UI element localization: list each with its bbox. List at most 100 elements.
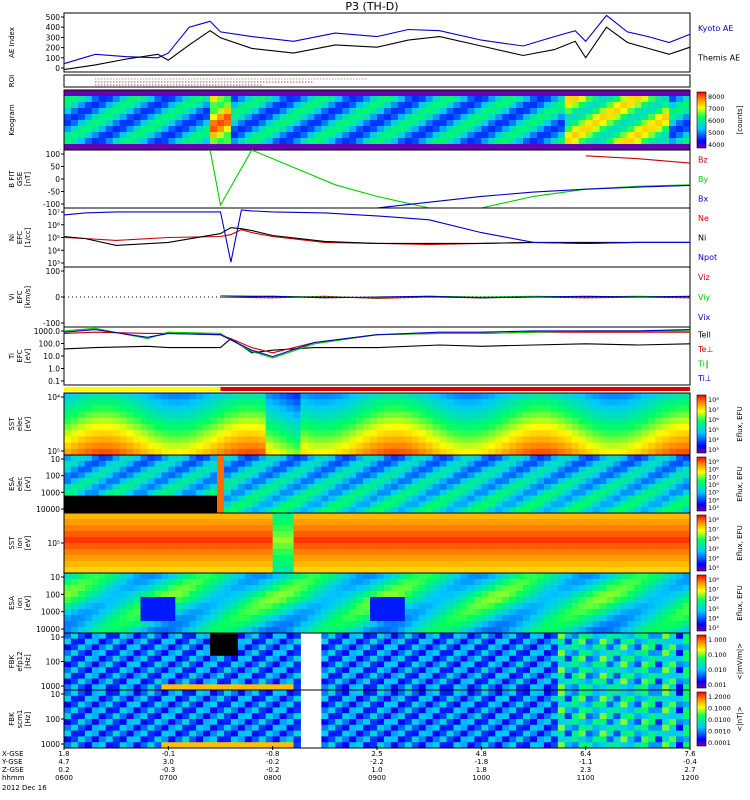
- heat-cell: [314, 417, 322, 425]
- heat-cell: [98, 399, 107, 406]
- heat-cell: [230, 411, 239, 419]
- heat-cell: [265, 672, 274, 679]
- heat-cell: [418, 102, 427, 109]
- heat-cell: [217, 513, 225, 520]
- heat-cell: [599, 507, 607, 514]
- heat-cell: [627, 399, 635, 406]
- heat-cell: [237, 609, 246, 616]
- heat-cell: [662, 393, 670, 400]
- heat-cell: [133, 549, 141, 556]
- heat-cell: [300, 436, 308, 443]
- heat-cell: [550, 609, 559, 616]
- heat-cell: [606, 573, 614, 580]
- heat-cell: [175, 638, 183, 645]
- heat-cell: [377, 126, 385, 133]
- heat-cell: [203, 393, 211, 400]
- heat-cell: [363, 472, 371, 479]
- heat-cell: [182, 405, 190, 412]
- heat-cell: [495, 513, 503, 520]
- heat-cell: [523, 144, 531, 151]
- heat-cell: [439, 393, 447, 400]
- heat-cell: [404, 561, 413, 568]
- heat-cell: [335, 484, 343, 491]
- heat-cell: [509, 507, 517, 514]
- heat-cell: [140, 615, 148, 622]
- heat-cell: [439, 495, 447, 502]
- heat-cell: [641, 442, 649, 450]
- heat-cell: [147, 495, 155, 502]
- heat-cell: [91, 436, 100, 443]
- heat-cell: [168, 661, 176, 668]
- heat-cell: [161, 661, 169, 668]
- heat-cell: [543, 442, 552, 450]
- heat-cell: [182, 417, 190, 425]
- heat-cell: [648, 603, 656, 610]
- heat-cell: [98, 501, 107, 508]
- heat-cell: [634, 108, 642, 115]
- heat-cell: [147, 573, 155, 580]
- heat-cell: [244, 549, 253, 556]
- heat-cell: [460, 501, 468, 508]
- panel-ylabel: GSE: [16, 172, 24, 186]
- heat-cell: [126, 484, 134, 491]
- heat-cell: [203, 650, 211, 657]
- heat-cell: [557, 555, 566, 562]
- heat-cell: [585, 132, 594, 139]
- heat-cell: [620, 144, 628, 151]
- heat-cell: [662, 525, 670, 532]
- heat-cell: [363, 478, 371, 485]
- heat-cell: [377, 627, 385, 634]
- heat-cell: [251, 597, 260, 604]
- heat-cell: [77, 591, 86, 598]
- heat-cell: [641, 417, 649, 425]
- heat-cell: [77, 138, 86, 145]
- heat-cell: [592, 573, 600, 580]
- heat-cell: [112, 573, 121, 580]
- heat-cell: [460, 519, 468, 526]
- heat-cell: [648, 430, 656, 437]
- heat-cell: [237, 672, 246, 679]
- heat-cell: [543, 513, 552, 520]
- heat-cell: [411, 549, 420, 556]
- heat-cell: [112, 393, 121, 400]
- heat-cell: [453, 132, 461, 139]
- heat-cell: [154, 555, 162, 562]
- heat-cell: [321, 519, 329, 526]
- heat-cell: [237, 519, 246, 526]
- heat-cell: [223, 561, 232, 568]
- heat-cell: [328, 531, 336, 538]
- heat-cell: [133, 455, 141, 462]
- heat-cell: [77, 455, 86, 462]
- heat-cell: [237, 489, 246, 496]
- heat-cell: [223, 573, 232, 580]
- heat-cell: [676, 603, 684, 610]
- heat-cell: [530, 96, 538, 103]
- heat-cell: [585, 144, 594, 151]
- heat-cell: [418, 484, 427, 491]
- heat-cell: [64, 555, 72, 562]
- heat-cell: [641, 90, 649, 97]
- heat-cell: [77, 638, 86, 645]
- heat-cell: [161, 393, 169, 400]
- heat-cell: [474, 561, 482, 568]
- heat-cell: [669, 603, 677, 610]
- heat-cell: [571, 495, 580, 502]
- heat-cell: [230, 495, 239, 502]
- heat-cell: [230, 478, 239, 485]
- heat-cell: [349, 430, 357, 437]
- heat-cell: [585, 609, 594, 616]
- heat-cell: [203, 549, 211, 556]
- heat-cell: [641, 507, 649, 514]
- heat-cell: [154, 543, 162, 550]
- heat-cell: [676, 417, 684, 425]
- heat-cell: [272, 108, 281, 115]
- heat-cell: [488, 495, 496, 502]
- heat-cell: [293, 442, 301, 450]
- heat-cell: [77, 684, 86, 691]
- heat-cell: [154, 573, 162, 580]
- heat-cell: [432, 424, 440, 431]
- heat-cell: [370, 615, 378, 622]
- heat-cell: [683, 591, 691, 598]
- heat-cell: [272, 460, 281, 467]
- heat-cell: [516, 573, 524, 580]
